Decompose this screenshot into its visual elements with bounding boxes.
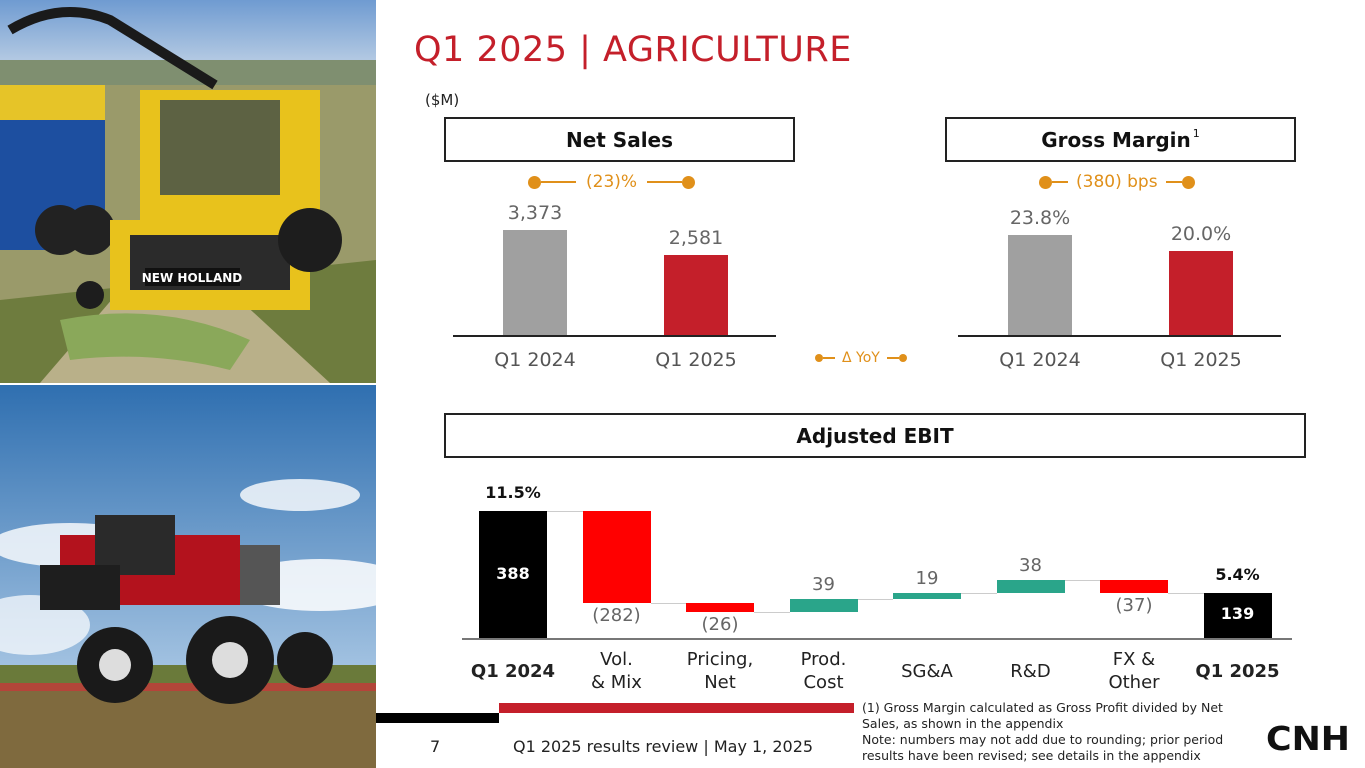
net-sales-tick-q1-2025: Q1 2025 xyxy=(655,349,737,371)
unit-label: ($M) xyxy=(425,91,460,109)
cnh-logo: CNH xyxy=(1265,719,1351,758)
waterfall-value: (282) xyxy=(592,605,641,627)
waterfall-bar xyxy=(479,511,547,638)
waterfall-category-label: Q1 2024 xyxy=(470,661,556,682)
gross-margin-tick-q1-2025: Q1 2025 xyxy=(1160,349,1242,371)
legend-line-left xyxy=(823,357,835,359)
page-number: 7 xyxy=(430,737,441,756)
gross-margin-header: Gross Margin 1 xyxy=(945,117,1296,162)
gross-margin-superscript: 1 xyxy=(1192,127,1200,140)
waterfall-bar xyxy=(893,592,961,600)
waterfall-bar xyxy=(1100,580,1168,593)
waterfall-connector xyxy=(754,611,790,613)
waterfall-value: 38 xyxy=(1019,555,1042,577)
adjusted-ebit-waterfall: 11.5% 388 Q1 2024 (282) Vol. & Mix (26) Pricing… xyxy=(462,480,1292,695)
footer-bar-red xyxy=(499,703,854,713)
legend-line-right xyxy=(886,357,899,359)
waterfall-connector xyxy=(1168,592,1204,594)
forage-harvester-photo: NEW HOLLAND xyxy=(0,0,376,383)
cnh-logo-text: CNH xyxy=(1266,720,1350,754)
gm-delta-dot-left xyxy=(1039,175,1052,189)
gross-margin-value-q1-2025: 20.0% xyxy=(1170,222,1232,245)
waterfall-value: 19 xyxy=(915,567,939,589)
waterfall-bar xyxy=(996,580,1065,593)
waterfall-value: 388 xyxy=(496,563,530,583)
waterfall-category-label: SG&A xyxy=(901,661,953,682)
waterfall-category-label: Vol. & Mix xyxy=(591,649,642,693)
gm-delta-line-left xyxy=(1052,181,1068,183)
gross-margin-delta: (380) bps xyxy=(1039,172,1195,192)
adjusted-ebit-title: Adjusted EBIT xyxy=(796,423,954,448)
waterfall-connector xyxy=(1064,580,1100,582)
waterfall-category-label: Pricing, Net xyxy=(686,649,754,693)
legend-dot-left xyxy=(815,354,823,362)
page-title: Q1 2025 | AGRICULTURE xyxy=(414,30,852,70)
gross-margin-tick-q1-2024: Q1 2024 xyxy=(999,349,1081,371)
waterfall-category-label: Q1 2025 xyxy=(1195,661,1280,682)
waterfall-value: (26) xyxy=(701,613,739,635)
delta-dot-left xyxy=(528,175,541,189)
waterfall-axis xyxy=(462,638,1292,640)
gross-margin-bar-q1-2024 xyxy=(1008,235,1072,335)
waterfall-connector xyxy=(857,599,893,601)
waterfall-value: 139 xyxy=(1220,604,1255,624)
waterfall-value: 39 xyxy=(812,574,835,596)
waterfall-bar xyxy=(1203,592,1272,638)
waterfall-bar xyxy=(582,511,651,604)
waterfall-bar xyxy=(686,603,754,612)
net-sales-title: Net Sales xyxy=(565,127,674,152)
net-sales-value-q1-2025: 2,581 xyxy=(668,226,724,249)
net-sales-bar-q1-2025 xyxy=(664,254,728,335)
gross-margin-bar-q1-2025 xyxy=(1169,250,1233,335)
footnotes: (1) Gross Margin calculated as Gross Pro… xyxy=(862,700,1257,764)
footer-text: Q1 2025 results review | May 1, 2025 xyxy=(513,737,814,756)
waterfall-connector xyxy=(961,592,997,594)
gross-margin-axis xyxy=(958,335,1281,337)
gross-margin-value-q1-2024: 23.8% xyxy=(1009,207,1071,229)
sprayer-photo xyxy=(0,385,376,768)
waterfall-value: (37) xyxy=(1115,594,1153,616)
footnote-rounding: Note: numbers may not add due to roundin… xyxy=(862,732,1224,763)
waterfall-connector xyxy=(547,511,583,512)
delta-yoy-legend-label: Δ YoY xyxy=(842,350,880,366)
net-sales-value-q1-2024: 3,373 xyxy=(507,202,563,224)
gross-margin-title: Gross Margin xyxy=(1041,127,1191,152)
net-sales-axis xyxy=(453,335,776,337)
waterfall-bar xyxy=(789,599,858,612)
delta-line-left xyxy=(541,181,576,183)
waterfall-margin-label: 11.5% xyxy=(485,483,541,502)
legend-dot-right xyxy=(898,354,907,362)
gross-margin-chart: 23.8% 20.0% Q1 2024 Q1 2025 xyxy=(958,195,1281,380)
gross-margin-delta-label: (380) bps xyxy=(1076,172,1158,192)
net-sales-delta: (23)% xyxy=(528,172,696,192)
footnote-gross-margin: (1) Gross Margin calculated as Gross Pro… xyxy=(862,700,1223,731)
net-sales-header: Net Sales xyxy=(444,117,795,162)
adjusted-ebit-header: Adjusted EBIT xyxy=(444,413,1306,458)
photo-brand-text: NEW HOLLAND xyxy=(142,271,243,285)
net-sales-bar-q1-2024 xyxy=(503,230,567,335)
net-sales-tick-q1-2024: Q1 2024 xyxy=(494,349,576,371)
waterfall-category-label: FX & Other xyxy=(1108,649,1160,693)
waterfall-category-label: Prod. Cost xyxy=(800,649,847,693)
delta-dot-right xyxy=(682,175,696,189)
delta-yoy-legend: Δ YoY xyxy=(815,350,907,366)
waterfall-connector xyxy=(650,603,686,605)
gm-delta-dot-right xyxy=(1181,175,1195,189)
footer-bar-black xyxy=(376,713,499,723)
waterfall-margin-label: 5.4% xyxy=(1215,564,1260,584)
waterfall-category-label: R&D xyxy=(1010,661,1051,682)
net-sales-chart: 3,373 2,581 Q1 2024 Q1 2025 xyxy=(453,195,776,380)
gm-delta-line-right xyxy=(1165,181,1182,183)
net-sales-delta-label: (23)% xyxy=(586,172,638,192)
delta-line-right xyxy=(647,181,683,183)
